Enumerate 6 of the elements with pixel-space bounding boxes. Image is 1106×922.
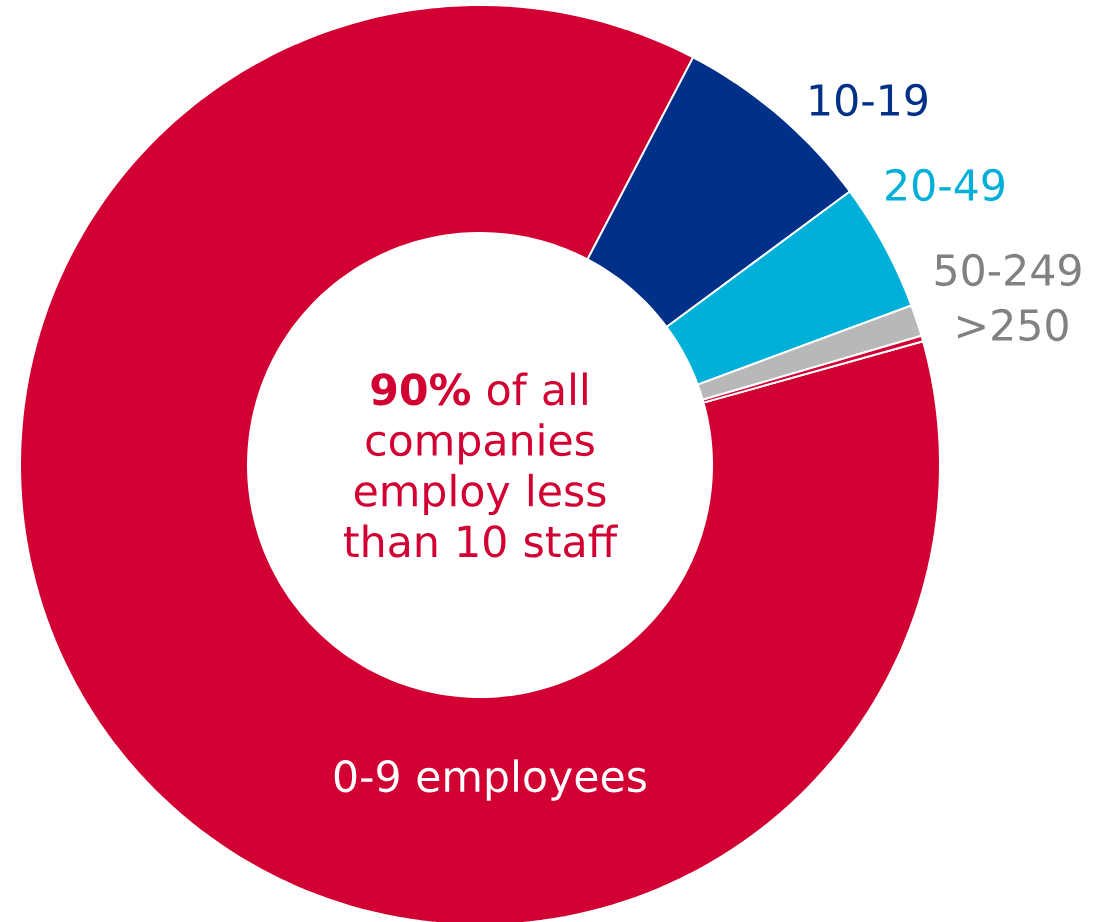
slice-label: 10-19 <box>810 83 927 117</box>
slice-label: >250 <box>957 308 1068 342</box>
text: 90% of all companies employ less than 10 staff <box>344 372 618 558</box>
slice-label: 50-249 <box>935 253 1081 287</box>
slice-label: 0-9 employees <box>334 759 646 801</box>
slice-label: 20-49 <box>886 168 1004 202</box>
